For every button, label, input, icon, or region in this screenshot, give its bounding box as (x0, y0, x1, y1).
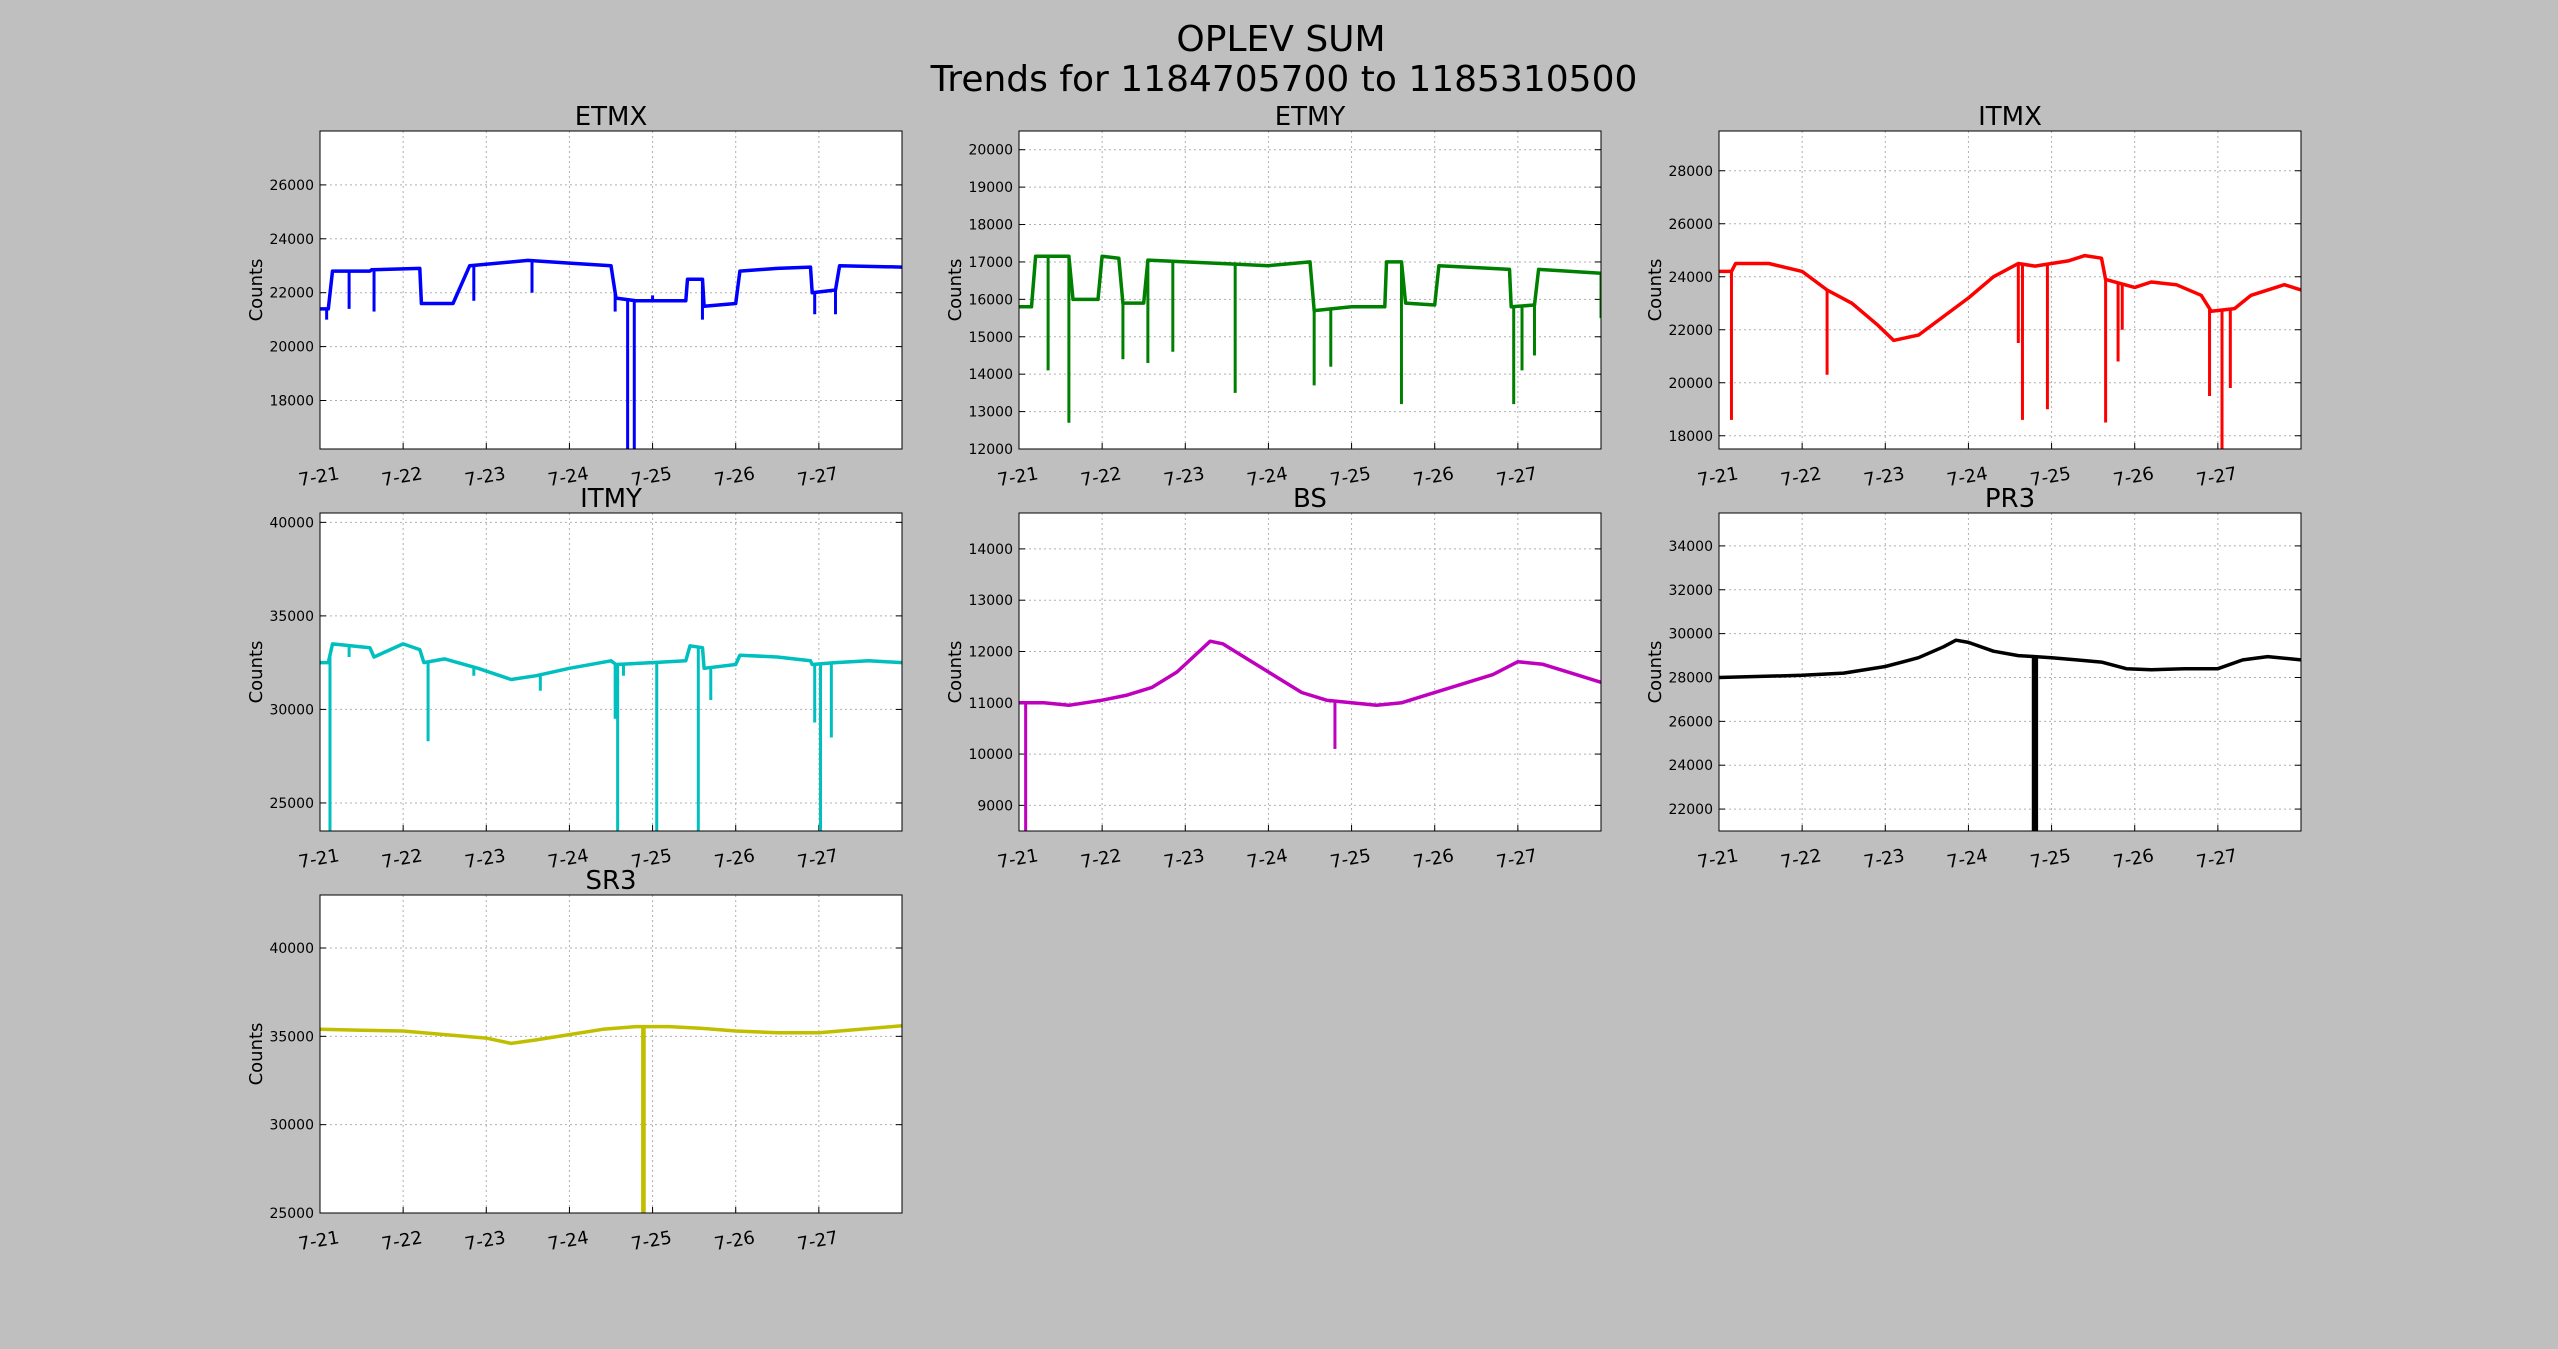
etmx-ytick-label-3: 24000 (269, 232, 314, 248)
pr3-ytick-label-1: 24000 (1668, 758, 1713, 774)
itmx-series-line (1719, 253, 2301, 343)
etmy-ylabel: Counts (945, 259, 966, 322)
pr3-series-line (1719, 638, 2301, 680)
itmy-ytick-label-1: 30000 (269, 702, 314, 718)
sr3-ytick-label-2: 35000 (269, 1029, 314, 1045)
itmy-title: ITMY (580, 484, 642, 514)
pr3-ytick-label-4: 30000 (1668, 627, 1713, 643)
etmx-ytick-label-1: 20000 (269, 340, 314, 356)
itmx-ytick-label-1: 20000 (1668, 376, 1713, 392)
bs-ytick-label-0: 9000 (977, 798, 1013, 814)
bs-plot-area (1019, 513, 1601, 831)
bs-ylabel: Counts (945, 641, 966, 704)
etmy-ytick-label-1: 13000 (968, 405, 1013, 421)
etmx-ytick-label-2: 22000 (269, 286, 314, 302)
sr3-ytick-label-3: 40000 (269, 941, 314, 957)
etmy-series-line (1019, 254, 1601, 313)
pr3-frame (1718, 512, 2302, 832)
etmx-ytick-label-0: 18000 (269, 393, 314, 409)
bs-frame (1018, 512, 1602, 832)
etmy-frame (1018, 130, 1602, 450)
pr3-ytick-label-2: 26000 (1668, 714, 1713, 730)
etmx-title: ETMX (575, 102, 648, 132)
bs-ytick-label-2: 11000 (968, 696, 1013, 712)
etmy-ytick-label-6: 18000 (968, 218, 1013, 234)
etmy-ytick-label-5: 17000 (968, 255, 1013, 271)
etmx-series-line (320, 258, 902, 311)
bs-ytick-label-1: 10000 (968, 747, 1013, 763)
bs-ytick-label-3: 12000 (968, 644, 1013, 660)
itmy-ytick-label-3: 40000 (269, 515, 314, 531)
pr3-ylabel: Counts (1645, 641, 1666, 704)
bs-ytick-label-4: 13000 (968, 593, 1013, 609)
etmx-plot-area (320, 131, 902, 449)
itmy-ylabel: Counts (246, 641, 267, 704)
etmy-title: ETMY (1275, 102, 1346, 132)
sr3-plot-area (320, 895, 902, 1213)
itmy-series-line (320, 642, 902, 682)
sr3-ytick-label-1: 30000 (269, 1118, 314, 1134)
etmy-ytick-label-2: 14000 (968, 367, 1013, 383)
itmx-frame (1718, 130, 2302, 450)
etmy-ytick-label-4: 16000 (968, 292, 1013, 308)
itmy-plot-area (320, 513, 902, 831)
itmx-ytick-label-2: 22000 (1668, 323, 1713, 339)
bs-ytick-label-5: 14000 (968, 542, 1013, 558)
sr3-title: SR3 (585, 866, 636, 896)
pr3-ytick-label-3: 28000 (1668, 670, 1713, 686)
itmx-plot-area (1719, 131, 2301, 449)
pr3-ytick-label-5: 32000 (1668, 583, 1713, 599)
bs-title: BS (1293, 484, 1327, 514)
pr3-ytick-label-6: 34000 (1668, 539, 1713, 555)
bs-series-line (1019, 639, 1601, 708)
etmy-ytick-label-7: 19000 (968, 180, 1013, 196)
etmx-ytick-label-4: 26000 (269, 178, 314, 194)
itmx-ytick-label-4: 26000 (1668, 217, 1713, 233)
itmy-ytick-label-0: 25000 (269, 796, 314, 812)
etmy-plot-area (1019, 131, 1601, 449)
etmy-ytick-label-8: 20000 (968, 143, 1013, 159)
etmx-frame (319, 130, 903, 450)
pr3-title: PR3 (1985, 484, 2035, 514)
panel-etmy: 12000 13000 14000 15000 16000 17000 18000 19000… (945, 102, 1602, 491)
itmx-ytick-label-0: 18000 (1668, 429, 1713, 445)
pr3-plot-area (1719, 513, 2301, 831)
etmx-ylabel: Counts (246, 259, 267, 322)
sr3-frame (319, 894, 903, 1214)
pr3-ytick-label-0: 22000 (1668, 802, 1713, 818)
sr3-ytick-label-0: 25000 (269, 1206, 314, 1222)
itmx-ytick-label-3: 24000 (1668, 270, 1713, 286)
etmy-ytick-label-0: 12000 (968, 442, 1013, 458)
figure-title: OPLEV SUM (1176, 19, 1385, 60)
itmy-frame (319, 512, 903, 832)
figure-subtitle: Trends for 1184705700 to 1185310500 (930, 59, 1638, 100)
itmx-title: ITMX (1978, 102, 2042, 132)
itmx-ylabel: Counts (1645, 259, 1666, 322)
sr3-ylabel: Counts (246, 1023, 267, 1086)
etmy-ytick-label-3: 15000 (968, 330, 1013, 346)
itmy-ytick-label-2: 35000 (269, 609, 314, 625)
sr3-series-line (320, 1023, 902, 1046)
itmx-ytick-label-5: 28000 (1668, 164, 1713, 180)
